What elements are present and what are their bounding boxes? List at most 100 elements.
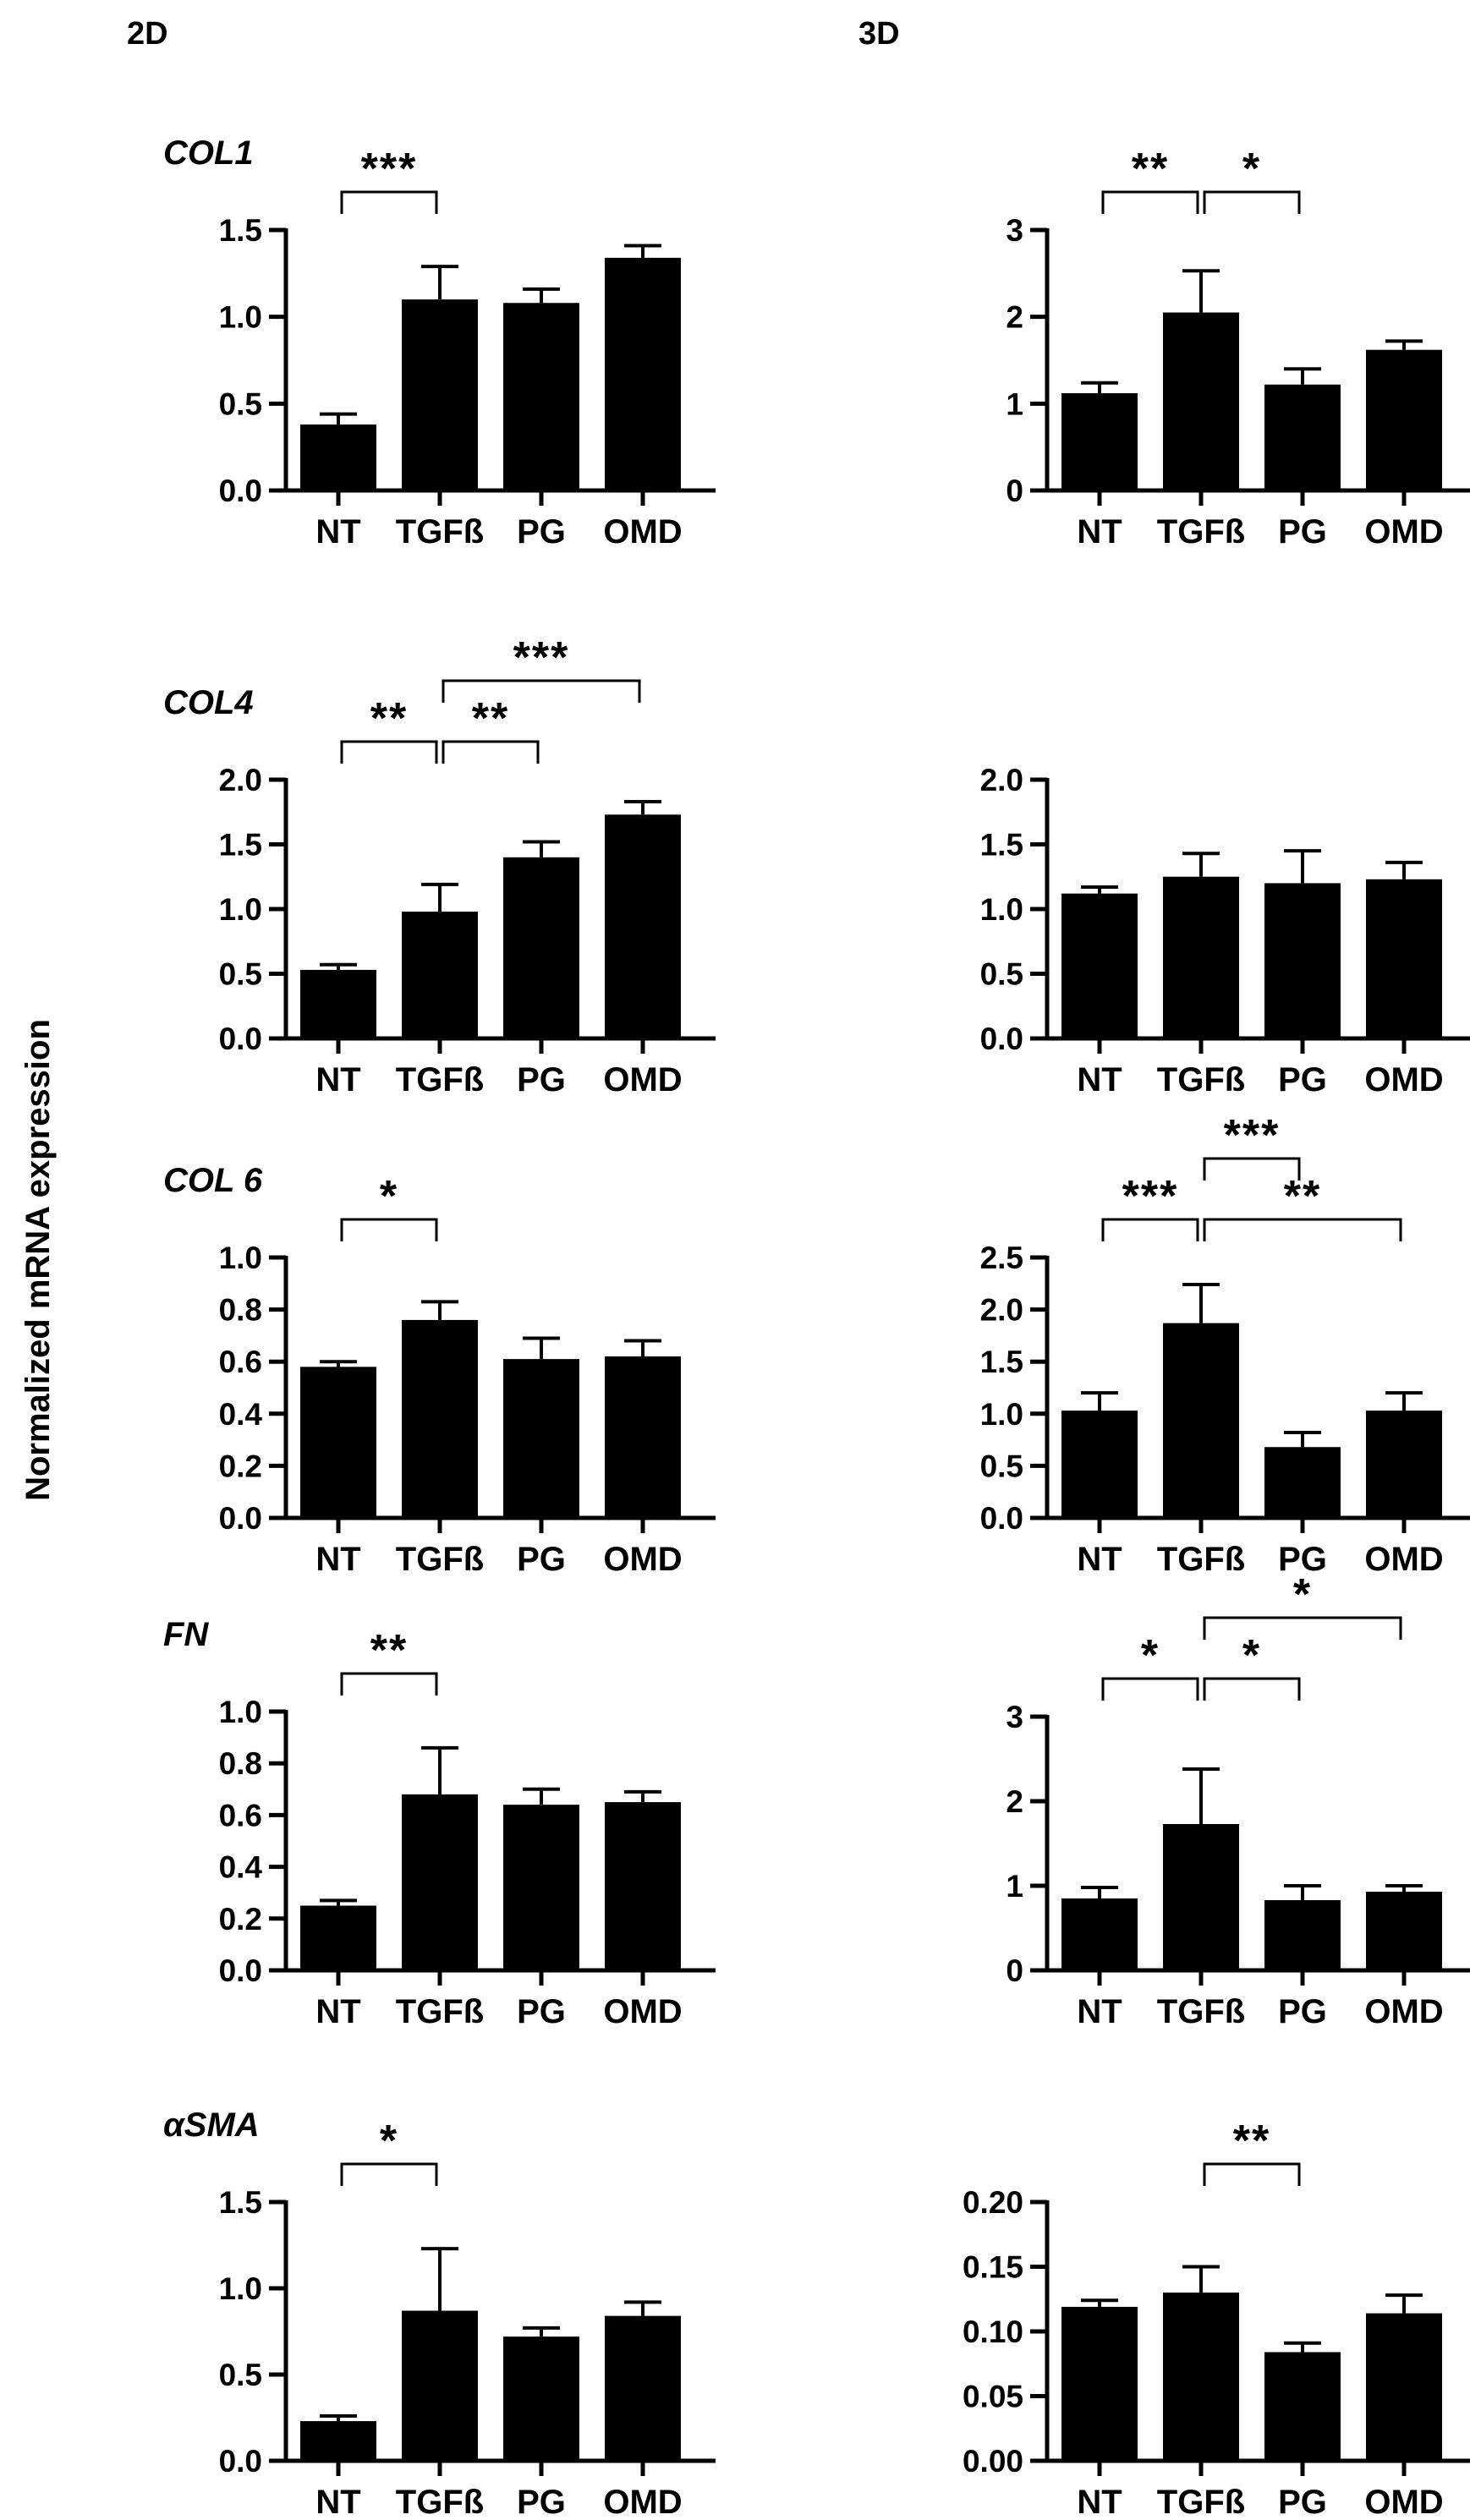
- category-label-nt: NT: [1077, 1993, 1122, 2030]
- significance-label: *: [380, 1172, 398, 1221]
- category-label-nt: NT: [1077, 1541, 1122, 1578]
- y-tick-label: 0.0: [219, 1501, 262, 1536]
- significance-label: *: [1141, 1631, 1160, 1680]
- category-label-omd: OMD: [1364, 513, 1443, 551]
- y-tick-label: 0.2: [219, 1449, 262, 1483]
- bar-omd: [605, 2315, 681, 2461]
- category-label-nt: NT: [315, 2484, 360, 2520]
- y-tick-label: 2.0: [980, 763, 1023, 797]
- significance-label: *: [1242, 1631, 1261, 1680]
- category-label-nt: NT: [1077, 2484, 1122, 2520]
- category-label-pg: PG: [1278, 2484, 1327, 2520]
- category-label-tgf: TGFß: [1157, 513, 1245, 551]
- bar-nt: [1061, 1898, 1138, 1970]
- bar-tgf: [402, 2310, 478, 2461]
- y-tick-label: 0.05: [963, 2380, 1023, 2414]
- significance-bracket: [340, 1672, 438, 1696]
- y-tick-label: 0.0: [219, 474, 262, 508]
- chart-col-6-3d: 0.00.51.01.52.02.5NT TGFß PG OMD*** *****: [980, 1111, 1470, 1578]
- y-tick-label: 0.0: [980, 1501, 1023, 1536]
- bar-tgf: [402, 1319, 478, 1518]
- category-label-tgf: TGFß: [1157, 1541, 1245, 1578]
- bar-tgf: [1163, 1824, 1239, 1970]
- y-tick-label: 0: [1006, 474, 1023, 508]
- y-tick-label: 1.0: [219, 892, 262, 927]
- y-tick-label: 1.0: [219, 2271, 262, 2306]
- y-tick-label: 1.5: [219, 828, 262, 863]
- column-label-3d: 3D: [858, 16, 900, 52]
- category-label-pg: PG: [1278, 1061, 1327, 1098]
- significance-bracket: [340, 740, 438, 764]
- bar-omd: [605, 814, 681, 1038]
- significance-label: ***: [513, 633, 570, 682]
- bar-tgf: [1163, 2293, 1239, 2461]
- y-tick-label: 0.4: [219, 1850, 263, 1885]
- y-tick-label: 0.5: [219, 957, 262, 992]
- y-tick-label: 0.00: [963, 2444, 1023, 2479]
- category-label-omd: OMD: [603, 513, 682, 551]
- category-label-pg: PG: [1278, 513, 1327, 551]
- significance-bracket: [340, 2162, 438, 2186]
- bar-tgf: [402, 1794, 478, 1970]
- gene-label: αSMA: [163, 2106, 260, 2144]
- y-tick-label: 0.5: [980, 1449, 1023, 1483]
- y-tick-label: 1.5: [219, 2185, 262, 2220]
- y-tick-label: 0.5: [980, 957, 1023, 992]
- significance-label: **: [1284, 1172, 1321, 1221]
- gene-label: COL4: [163, 684, 254, 721]
- bar-tgf: [402, 912, 478, 1038]
- significance-label: **: [1233, 2117, 1270, 2166]
- significance-label: ***: [361, 145, 418, 194]
- bar-pg: [1264, 1900, 1341, 1970]
- chart-fn-3d: 0 1 2 3 NT TGFß PG OMD * * *: [1006, 1570, 1470, 2030]
- significance-bracket: [1203, 2162, 1301, 2186]
- category-label-nt: NT: [1077, 1061, 1122, 1098]
- y-tick-label: 1.5: [219, 213, 262, 248]
- category-label-omd: OMD: [1364, 1541, 1443, 1578]
- category-label-nt: NT: [1077, 513, 1122, 551]
- bar-omd: [1366, 879, 1442, 1038]
- category-label-pg: PG: [517, 1993, 566, 2030]
- significance-bracket: [1101, 1677, 1199, 1701]
- significance-bracket: [1203, 1677, 1301, 1701]
- y-tick-label: 1.0: [980, 1397, 1023, 1432]
- category-label-nt: NT: [315, 1993, 360, 2030]
- bar-pg: [1264, 1447, 1341, 1518]
- category-label-omd: OMD: [1364, 1061, 1443, 1098]
- y-tick-label: 0.4: [219, 1397, 263, 1432]
- category-label-tgf: TGFß: [396, 513, 484, 551]
- significance-label: *: [1293, 1570, 1312, 1619]
- bar-nt: [300, 969, 376, 1038]
- bar-nt: [300, 1367, 376, 1518]
- bar-nt: [1061, 2306, 1138, 2461]
- category-label-pg: PG: [517, 2484, 566, 2520]
- category-label-pg: PG: [1278, 1541, 1327, 1578]
- chart-asma-2d: 0.0 0.5 1.0 1.5 NT TGFß PG OMD αSMA *: [163, 2106, 716, 2520]
- y-tick-label: 0.0: [980, 1022, 1023, 1056]
- category-label-tgf: TGFß: [1157, 1993, 1245, 2030]
- bar-nt: [1061, 1411, 1138, 1518]
- category-label-omd: OMD: [603, 2484, 682, 2520]
- category-label-tgf: TGFß: [396, 1061, 484, 1098]
- significance-label: ***: [1122, 1172, 1179, 1221]
- bar-pg: [1264, 2352, 1341, 2461]
- bar-tgf: [1163, 1323, 1239, 1518]
- y-tick-label: 0.5: [219, 386, 262, 421]
- category-label-omd: OMD: [603, 1541, 682, 1578]
- bar-omd: [1366, 1411, 1442, 1518]
- significance-label: **: [370, 1626, 408, 1675]
- bar-pg: [503, 857, 579, 1038]
- y-tick-label: 0.6: [219, 1798, 262, 1832]
- category-label-tgf: TGFß: [1157, 1061, 1245, 1098]
- category-label-pg: PG: [517, 513, 566, 551]
- y-tick-label: 1.0: [219, 1695, 262, 1729]
- bar-omd: [605, 1802, 681, 1970]
- significance-bracket: [1101, 1218, 1199, 1241]
- significance-label: **: [1132, 145, 1169, 194]
- significance-label: *: [1242, 145, 1261, 194]
- y-tick-label: 0.0: [219, 1953, 262, 1988]
- y-tick-label: 0.6: [219, 1345, 262, 1379]
- bar-omd: [1366, 1892, 1442, 1970]
